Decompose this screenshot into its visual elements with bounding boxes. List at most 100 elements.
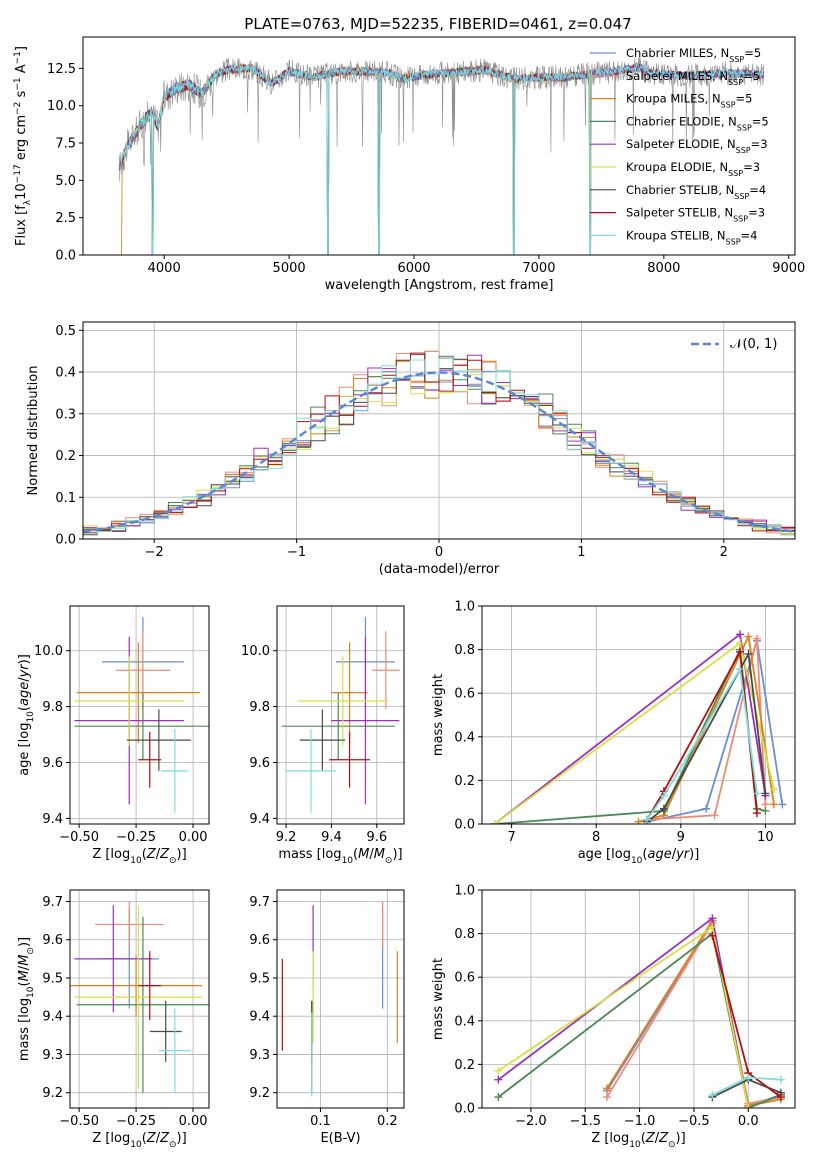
legend-label-normal: 𝒩(0, 1) [730, 337, 777, 352]
weight_vs_age-frame [481, 605, 796, 825]
weight-marker-kroupa_stelib [752, 789, 761, 798]
y-tick-label: 0.2 [55, 449, 76, 464]
x-tick-label: −2.0 [515, 1114, 547, 1129]
legend-label-chabrier_stelib: Chabrier STELIB, NSSP=4 [626, 183, 766, 201]
weight_vs_age-axes: 7 8 9 10 0.0 0.2 0.4 0.6 0.8 1.0 age [log10(age/yr… [431, 600, 796, 866]
weight-line-chabrier_miles [646, 640, 784, 823]
legend-label-chabrier_miles: Chabrier MILES, NSSP=5 [626, 46, 761, 64]
y-tick-label: 0.2 [454, 1058, 475, 1073]
weight_vs_Z-axes: −2.0 −1.5 −1.0 −0.5 0.0 0.0 0.2 0.4 0.6 0.8 1.0 Z [… [431, 884, 796, 1150]
y-tick-label: 10.0 [241, 644, 270, 659]
y-tick-label: 0.8 [454, 643, 475, 658]
y-tick-label: 9.6 [42, 756, 63, 771]
x-tick-label: 0.0 [738, 1114, 759, 1129]
age_vs_mass-plot-area [281, 617, 400, 813]
weight-marker-kroupa_stelib [659, 791, 668, 800]
x-tick-label: −0.50 [59, 1114, 99, 1129]
x-tick-label: 7 [507, 830, 515, 845]
mass_vs_Z-axes: −0.50 −0.25 0.00 9.2 9.3 9.4 9.5 9.6 9.7 Z [log10… [17, 889, 210, 1150]
x-tick-label: 7000 [522, 261, 555, 276]
mass_vs_ebv-frame [276, 889, 405, 1109]
y-tick-label: 9.7 [249, 895, 270, 910]
weight-marker-salpeter_stelib [776, 1093, 785, 1102]
y-tick-label: 0.0 [454, 818, 475, 833]
y-tick-label: 9.7 [42, 895, 63, 910]
weight-marker-chabrier_stelib [659, 804, 668, 813]
weight-marker-kroupa_elodie [490, 820, 499, 824]
y-tick-label: 0.6 [454, 971, 475, 986]
residuals-axes: −2 −1 0 1 2 0.0 0.1 0.2 0.3 0.4 0.5 (data-model)/er… [26, 321, 796, 577]
weight-marker-salpeter_elodie [708, 914, 717, 923]
weight-marker-kroupa_stelib [736, 665, 745, 674]
age_vs_Z-axes: −0.50 −0.25 0.00 9.4 9.6 9.8 10.0 Z [log10(Z/Z⊙… [17, 605, 210, 866]
y-tick-label: 9.4 [249, 812, 270, 827]
weight-marker-kroupa_miles [744, 632, 753, 641]
spectrum-plot-area [118, 56, 765, 255]
x-tick-label: 8000 [647, 261, 680, 276]
y-axis-label: Normed distribution [26, 366, 41, 496]
x-axis-label: wavelength [Angstrom, rest frame] [325, 278, 554, 293]
weight-line-salpeter_elodie [494, 632, 767, 824]
legend-label-salpeter_elodie: Salpeter ELODIE, NSSP=3 [626, 137, 768, 155]
x-tick-label: −2 [145, 545, 164, 560]
weight_vs_Z-frame [481, 889, 796, 1109]
weight-marker-kroupa_stelib [776, 1075, 785, 1084]
x-tick-label: 0 [435, 545, 443, 560]
weight-marker-kroupa_elodie [494, 1066, 503, 1075]
histogram-kroupa_stelib [83, 358, 795, 536]
y-tick-label: 0.2 [454, 774, 475, 789]
x-axis-label: Z [log10(Z/Z⊙)] [92, 847, 186, 866]
y-axis-label: mass weight [431, 674, 446, 756]
x-axis-label: age [log10(age/yr)] [578, 847, 700, 866]
x-tick-label: 0.2 [377, 1114, 398, 1129]
weight-marker-chabrier_stelib [744, 649, 753, 658]
mass_vs_ebv-axes: 0.1 0.2 9.2 9.3 9.4 9.5 9.6 9.7 E(B-V) [249, 889, 405, 1146]
weight-marker-chabrier_stelib [761, 789, 770, 798]
spectrum-axes: 4000 5000 6000 7000 8000 9000 0.0 2.5 5.0 7.5 10.0… [13, 36, 805, 293]
x-tick-label: −0.50 [59, 830, 99, 845]
x-tick-label: 5000 [273, 261, 306, 276]
y-tick-label: 0.4 [454, 1014, 475, 1029]
weight-marker-kroupa_elodie [744, 1104, 753, 1108]
weight-marker-chabrier_miles [778, 800, 787, 809]
x-tick-label: −1.5 [569, 1114, 601, 1129]
x-tick-label: 9000 [772, 261, 805, 276]
x-axis-label: Z [log10(Z/Z⊙)] [591, 1131, 685, 1150]
y-tick-label: 10.0 [34, 644, 63, 659]
legend-label-salpeter_stelib: Salpeter STELIB, NSSP=3 [626, 206, 765, 224]
weight-line-chabrier_stelib [646, 651, 767, 823]
legend-label-kroupa_miles: Kroupa MILES, NSSP=5 [626, 92, 752, 110]
x-tick-label: −0.25 [116, 1114, 156, 1129]
weight_vs_age-plot-area [490, 630, 787, 824]
y-tick-label: 0.4 [454, 730, 475, 745]
x-tick-label: 9.6 [366, 830, 387, 845]
x-tick-label: 9.4 [321, 830, 342, 845]
weight-marker-kroupa_stelib [744, 1073, 753, 1082]
y-tick-label: 1.0 [454, 600, 475, 615]
y-tick-label: 0.8 [454, 927, 475, 942]
residuals-plot-area [83, 350, 795, 538]
weight-marker-salpeter_stelib [736, 647, 745, 656]
weight-marker-chabrier_miles [702, 804, 711, 813]
y-tick-label: 9.5 [249, 971, 270, 986]
y-tick-label: 0.0 [55, 533, 76, 548]
x-tick-label: 0.00 [179, 1114, 208, 1129]
weight-marker-kroupa_stelib [708, 1090, 717, 1099]
weight-marker-chabrier_elodie [761, 806, 770, 815]
spectrum-frame [82, 36, 796, 256]
y-tick-label: 0.0 [55, 249, 76, 264]
weight-marker-kroupa_stelib [642, 815, 651, 824]
weight-marker-salpeter_miles [752, 634, 761, 643]
y-tick-label: 9.2 [42, 1086, 63, 1101]
y-axis-label: age [log10(age/yr)] [17, 654, 36, 776]
mass_vs_ebv-plot-area [281, 901, 398, 1097]
y-tick-label: 1.0 [454, 884, 475, 899]
x-axis-label: mass [log10(M/M⊙)] [278, 847, 402, 866]
y-tick-label: 0.3 [55, 407, 76, 422]
normal-distribution-curve [83, 371, 795, 533]
y-tick-label: 9.4 [42, 812, 63, 827]
mass_vs_Z-frame [69, 889, 210, 1109]
y-tick-label: 9.5 [42, 971, 63, 986]
legend-label-salpeter_miles: Salpeter MILES, NSSP=5 [626, 69, 760, 87]
